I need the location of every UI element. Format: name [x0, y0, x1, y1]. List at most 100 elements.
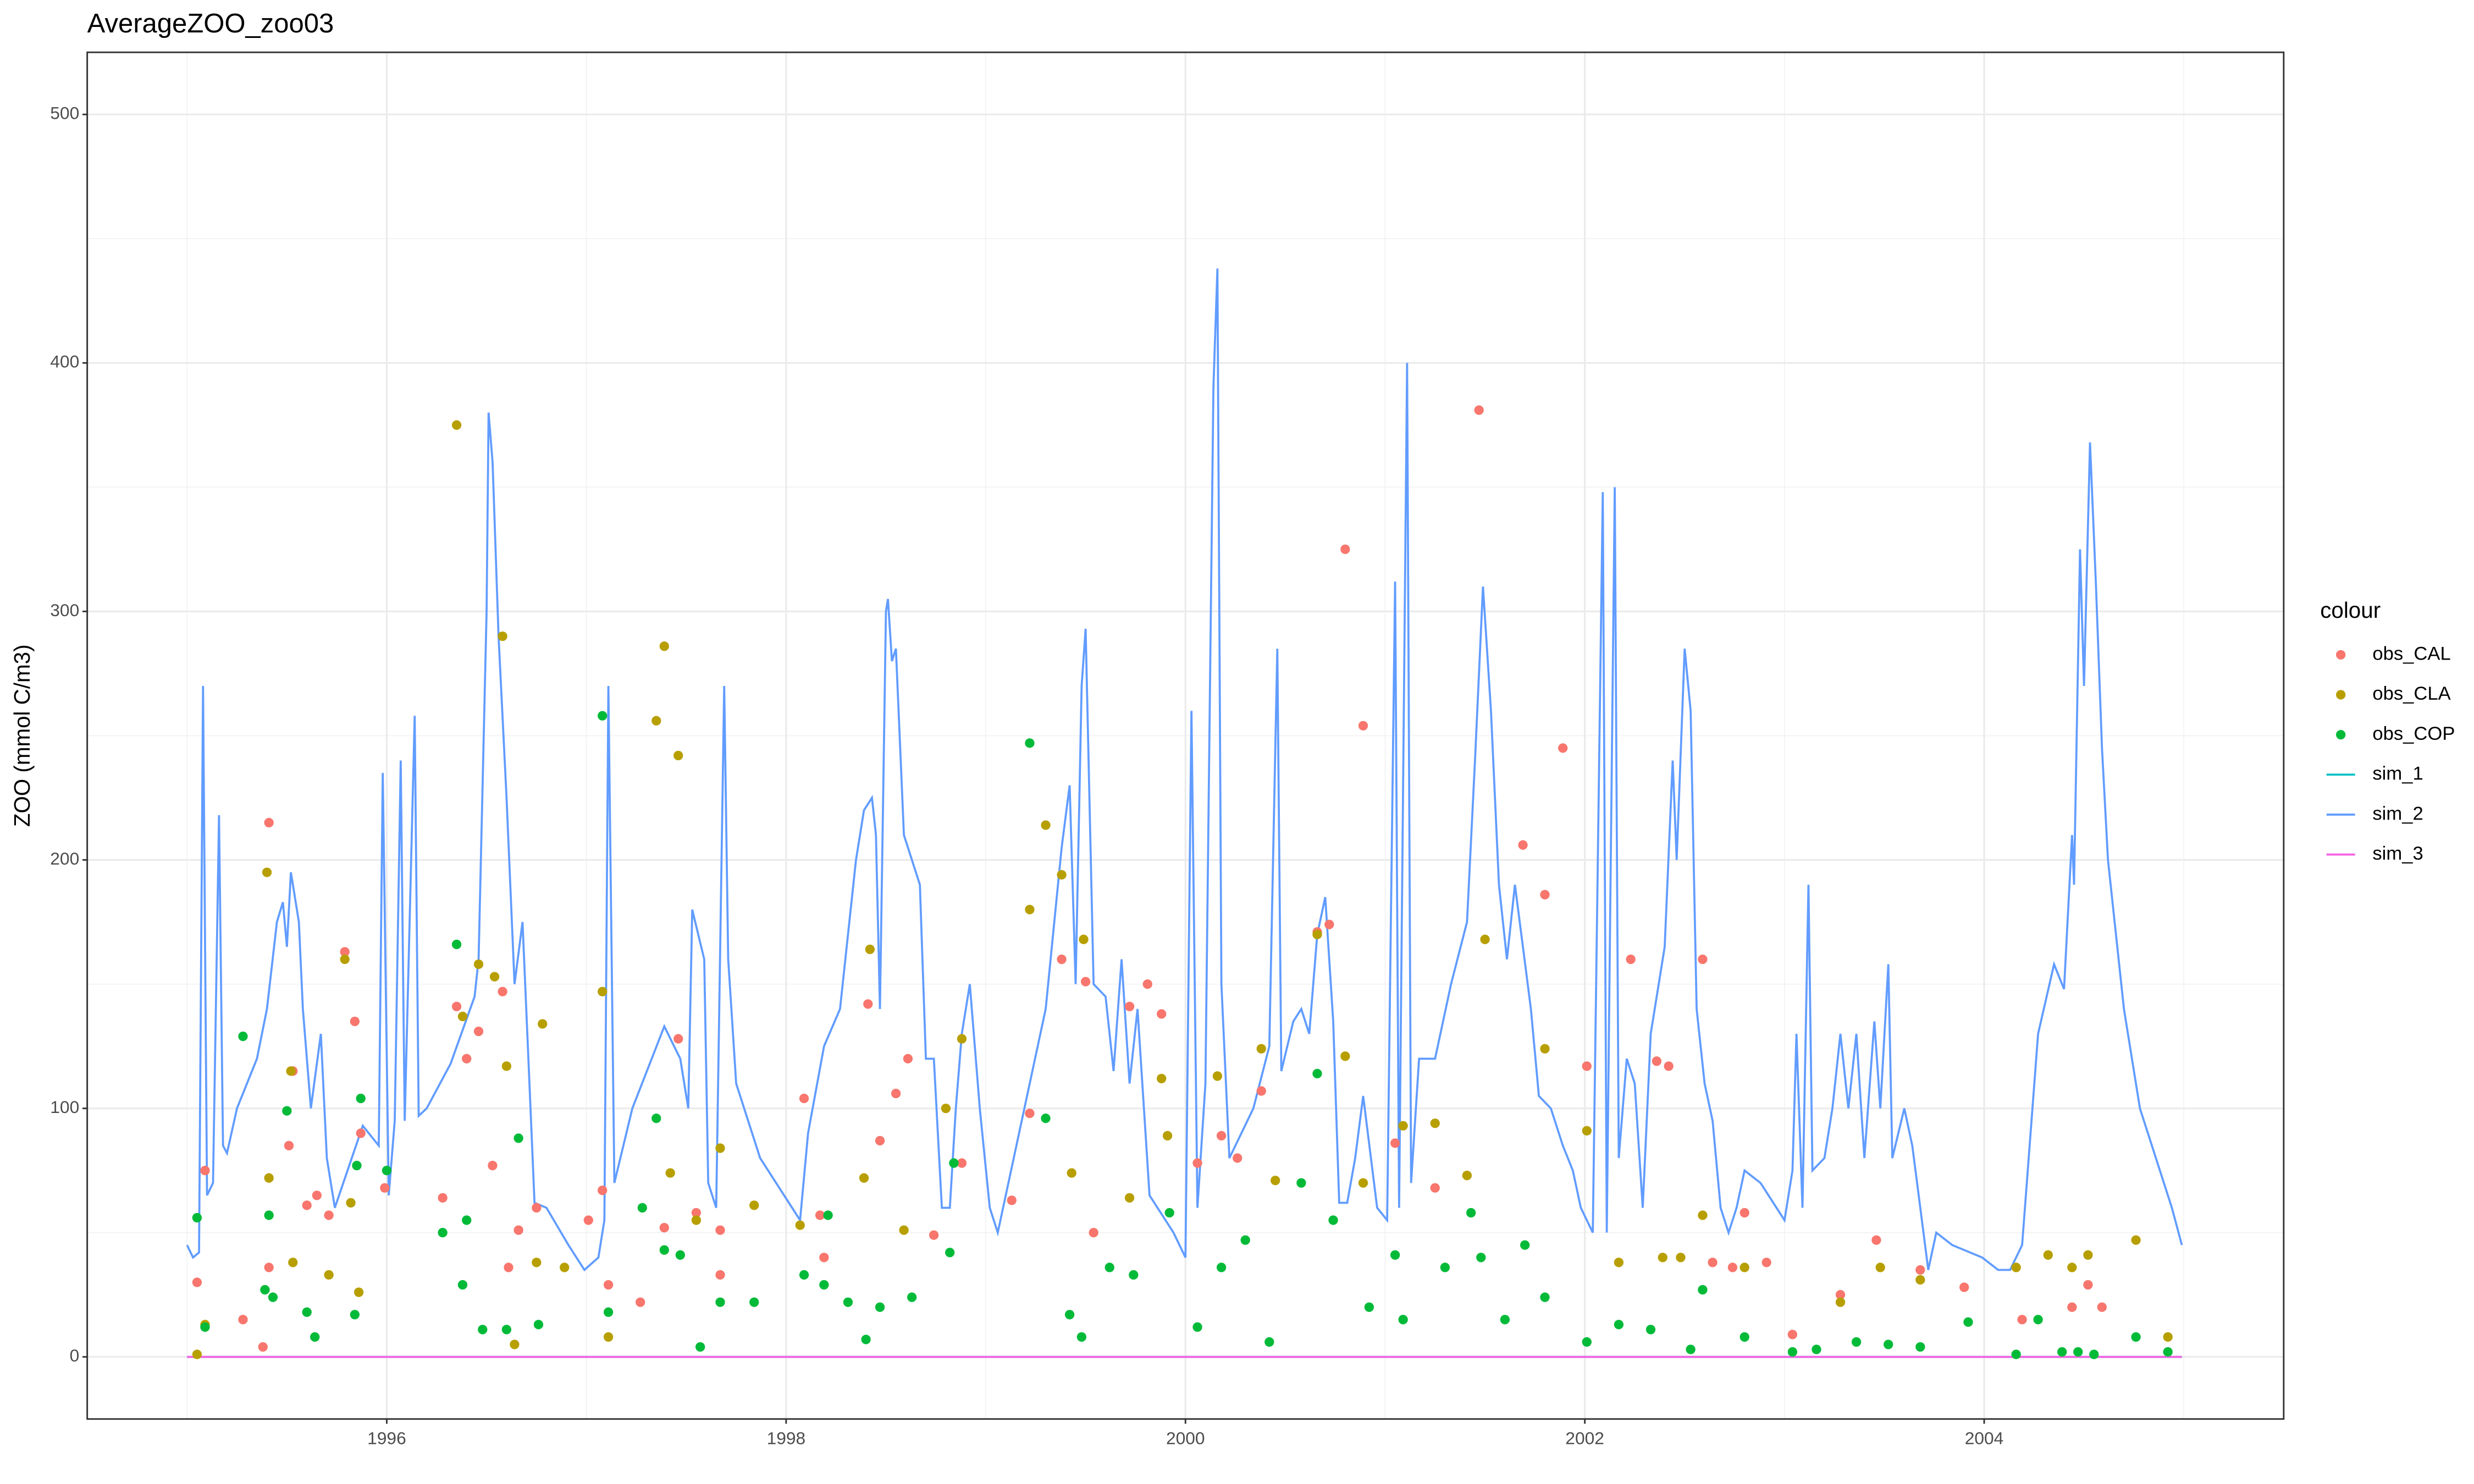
data-point — [875, 1136, 885, 1146]
data-point — [438, 1228, 448, 1238]
data-point — [1582, 1337, 1592, 1347]
data-point — [1264, 1337, 1274, 1347]
data-point — [1835, 1297, 1846, 1307]
data-point — [1739, 1208, 1749, 1218]
data-point — [1708, 1258, 1718, 1267]
data-point — [1686, 1344, 1696, 1354]
data-point — [1324, 920, 1334, 929]
data-point — [659, 1245, 669, 1255]
chart-title: AverageZOO_zoo03 — [87, 9, 334, 38]
data-point — [2057, 1347, 2067, 1357]
data-point — [200, 1322, 210, 1332]
legend-key — [2336, 690, 2346, 700]
data-point — [451, 939, 462, 949]
data-point — [1739, 1332, 1749, 1342]
data-point — [1787, 1347, 1798, 1357]
data-point — [2043, 1250, 2053, 1260]
data-point — [1959, 1282, 1969, 1292]
y-tick-label: 0 — [70, 1345, 80, 1365]
data-point — [2083, 1280, 2093, 1290]
data-point — [340, 954, 350, 965]
data-point — [1476, 1253, 1486, 1262]
data-point — [603, 1332, 614, 1342]
data-point — [1296, 1178, 1306, 1188]
data-point — [538, 1019, 548, 1029]
data-point — [1558, 743, 1568, 753]
panel-border — [86, 51, 2285, 1420]
y-tick-label: 500 — [50, 103, 79, 123]
y-tick-label: 100 — [50, 1097, 79, 1117]
data-point — [310, 1332, 320, 1342]
data-point — [1340, 1051, 1350, 1061]
x-tick-label: 1998 — [767, 1428, 806, 1448]
data-point — [1124, 1193, 1135, 1203]
data-point — [1390, 1138, 1400, 1148]
data-point — [815, 1210, 825, 1220]
data-point — [2097, 1302, 2107, 1312]
data-point — [2067, 1262, 2077, 1272]
data-point — [799, 1270, 809, 1280]
data-point — [603, 1280, 614, 1290]
legend-label: sim_2 — [2372, 803, 2423, 824]
data-point — [1430, 1118, 1440, 1128]
data-point — [1025, 738, 1035, 748]
data-point — [192, 1277, 202, 1287]
data-point — [350, 1310, 360, 1320]
data-point — [1658, 1253, 1667, 1262]
data-point — [340, 947, 350, 957]
data-point — [691, 1208, 702, 1218]
data-point — [583, 1215, 593, 1225]
data-point — [1727, 1262, 1738, 1272]
data-point — [1041, 820, 1051, 830]
data-point — [1466, 1208, 1476, 1218]
data-point — [501, 1325, 512, 1335]
data-point — [598, 987, 608, 996]
data-point — [264, 1173, 274, 1183]
x-tick-label: 2004 — [1965, 1428, 2004, 1448]
data-point — [312, 1190, 322, 1200]
data-point — [1739, 1262, 1749, 1272]
data-point — [695, 1342, 705, 1352]
y-axis-title: ZOO (mmol C/m3) — [9, 644, 35, 827]
data-point — [356, 1093, 366, 1104]
data-point — [473, 959, 484, 970]
data-point — [1256, 1044, 1266, 1054]
data-point — [1233, 1153, 1242, 1163]
data-point — [799, 1093, 809, 1104]
data-point — [1312, 1068, 1322, 1078]
data-point — [2083, 1250, 2093, 1260]
data-point — [603, 1307, 614, 1317]
data-point — [532, 1258, 542, 1267]
data-point — [1067, 1168, 1076, 1178]
data-point — [1079, 934, 1089, 944]
data-point — [715, 1225, 725, 1235]
data-point — [238, 1315, 248, 1325]
data-point — [1915, 1265, 1925, 1275]
data-point — [1851, 1337, 1862, 1347]
data-point — [1057, 870, 1067, 880]
data-point — [382, 1165, 392, 1176]
y-tick-label: 400 — [50, 352, 79, 372]
data-point — [859, 1173, 869, 1183]
data-point — [380, 1183, 390, 1193]
data-point — [1328, 1215, 1338, 1225]
data-point — [1340, 544, 1350, 555]
data-point — [673, 750, 683, 761]
data-point — [659, 1222, 669, 1233]
data-point — [941, 1103, 951, 1114]
data-point — [945, 1248, 955, 1258]
data-point — [200, 1165, 210, 1176]
data-point — [1212, 1071, 1223, 1081]
data-point — [288, 1258, 298, 1267]
data-point — [929, 1230, 939, 1240]
data-point — [324, 1270, 334, 1280]
data-point — [264, 818, 274, 828]
data-point — [262, 867, 272, 877]
data-point — [1089, 1228, 1098, 1238]
data-point — [903, 1054, 913, 1064]
data-point — [637, 1203, 648, 1213]
data-point — [1614, 1320, 1624, 1330]
data-point — [1430, 1183, 1440, 1193]
data-point — [1761, 1258, 1771, 1267]
